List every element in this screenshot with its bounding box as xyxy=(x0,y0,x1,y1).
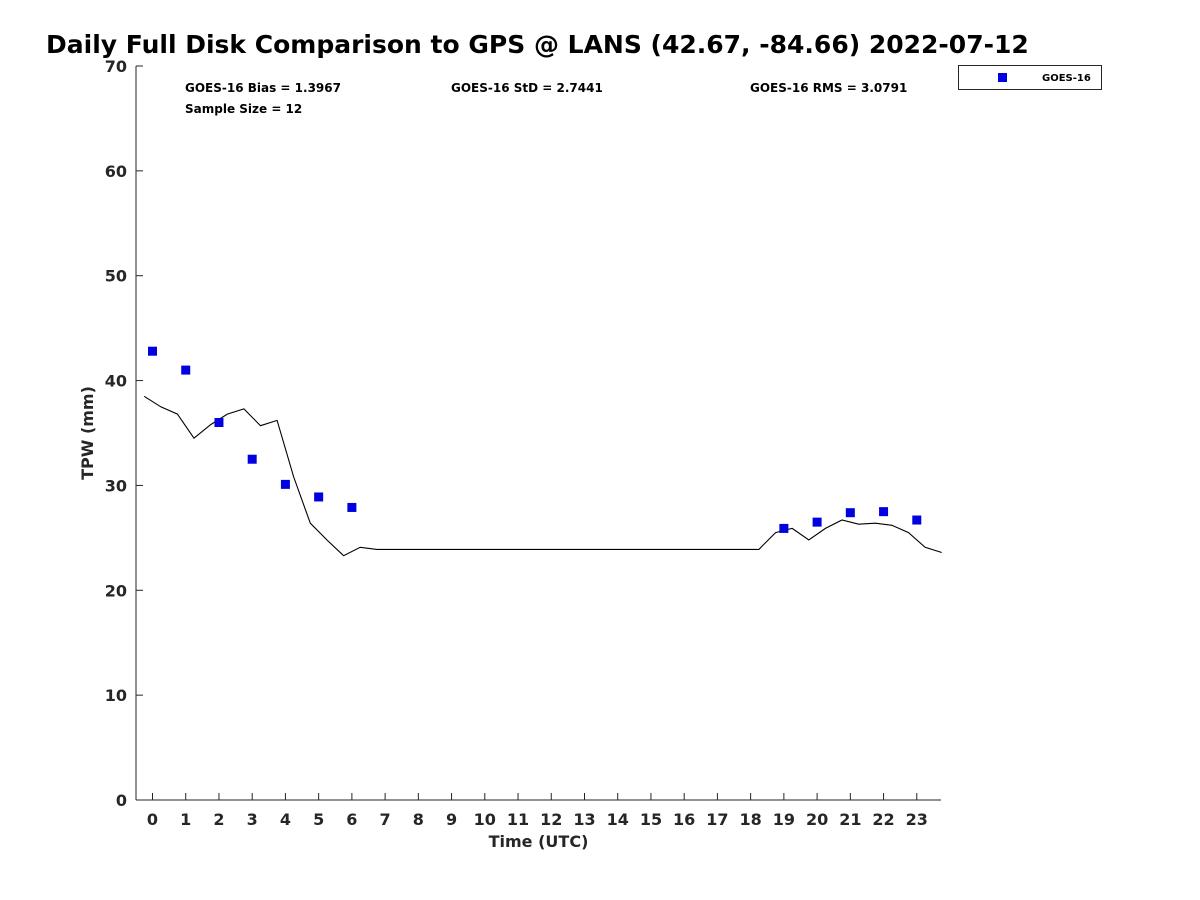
x-tick-label: 14 xyxy=(607,810,629,829)
y-tick-label: 50 xyxy=(105,267,127,286)
stats-annotations: GOES-16 Bias = 1.3967 GOES-16 StD = 2.744… xyxy=(185,81,907,116)
goes-data-point xyxy=(214,418,224,428)
x-tick-label: 21 xyxy=(839,810,861,829)
goes-data-point xyxy=(181,365,191,375)
legend-label: GOES-16 xyxy=(1042,73,1091,84)
y-axis-label: TPW (mm) xyxy=(78,386,97,480)
x-tick-label: 18 xyxy=(740,810,762,829)
stat-std: GOES-16 StD = 2.7441 xyxy=(451,81,603,95)
x-tick-label: 5 xyxy=(313,810,324,829)
y-tick-label: 10 xyxy=(105,686,127,705)
goes-data-point xyxy=(148,346,157,356)
goes-data-point xyxy=(347,502,357,512)
goes-data-point xyxy=(280,479,290,489)
y-tick-label: 30 xyxy=(105,476,127,495)
goes-points-layer xyxy=(148,346,922,533)
goes-data-point xyxy=(912,515,922,525)
x-tick-label: 20 xyxy=(806,810,828,829)
x-tick-label: 9 xyxy=(446,810,457,829)
x-tick-label: 10 xyxy=(474,810,496,829)
legend: GOES-16 xyxy=(958,65,1102,90)
gps-line-layer xyxy=(143,395,942,557)
stat-sample-size: Sample Size = 12 xyxy=(185,102,302,116)
y-tick-label: 40 xyxy=(105,372,127,391)
x-tick-label: 23 xyxy=(906,810,928,829)
x-tick-label: 11 xyxy=(507,810,529,829)
goes-data-point xyxy=(779,523,789,533)
stat-rms: GOES-16 RMS = 3.0791 xyxy=(750,81,907,95)
x-tick-label: 16 xyxy=(673,810,695,829)
x-axis-label: Time (UTC) xyxy=(489,832,589,851)
x-tick-label: 1 xyxy=(180,810,191,829)
x-tick-label: 7 xyxy=(380,810,391,829)
x-tick-label: 4 xyxy=(280,810,291,829)
y-tick-label: 70 xyxy=(105,57,127,76)
chart-title: Daily Full Disk Comparison to GPS @ LANS… xyxy=(46,30,1029,59)
x-tick-label: 6 xyxy=(346,810,357,829)
goes-data-point xyxy=(812,517,822,527)
legend-box xyxy=(958,65,1102,90)
goes-data-point xyxy=(879,507,889,517)
gps-series-line xyxy=(143,395,942,557)
x-tick-label: 12 xyxy=(540,810,562,829)
x-tick-label: 13 xyxy=(573,810,595,829)
x-tick-label: 15 xyxy=(640,810,662,829)
x-tick-label: 2 xyxy=(213,810,224,829)
x-tick-label: 19 xyxy=(773,810,795,829)
goes-data-point xyxy=(845,508,855,518)
stat-bias: GOES-16 Bias = 1.3967 xyxy=(185,81,341,95)
y-tick-label: 0 xyxy=(116,791,127,810)
goes-data-point xyxy=(314,492,324,502)
y-tick-label: 60 xyxy=(105,162,127,181)
x-tick-label: 8 xyxy=(413,810,424,829)
y-tick-label: 20 xyxy=(105,581,127,600)
x-tick-label: 22 xyxy=(872,810,894,829)
goes-data-point xyxy=(247,454,257,464)
x-tick-label: 0 xyxy=(147,810,158,829)
legend-marker xyxy=(998,73,1007,82)
x-tick-label: 3 xyxy=(247,810,258,829)
x-tick-label: 17 xyxy=(706,810,728,829)
